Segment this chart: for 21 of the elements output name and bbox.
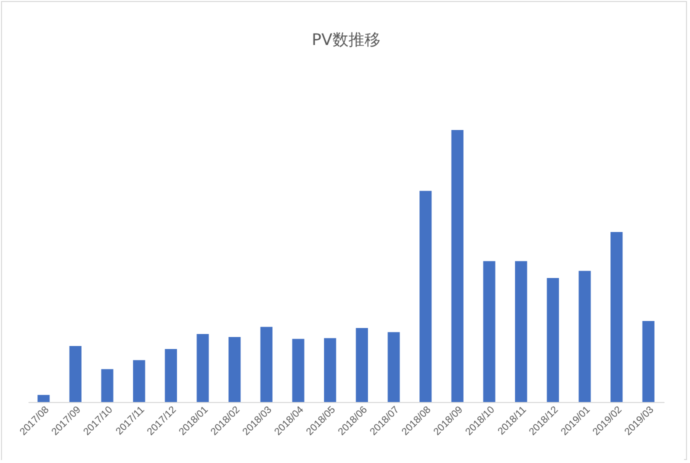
bar: [164, 348, 177, 402]
bar: [356, 328, 368, 402]
bar: [101, 369, 114, 402]
bar: [451, 130, 464, 402]
bar: [324, 338, 336, 402]
bar: [228, 336, 241, 402]
bar: [546, 278, 559, 402]
bar: [292, 338, 304, 402]
bar: [515, 261, 528, 402]
bar: [260, 326, 272, 402]
bar: [196, 334, 209, 402]
bar: [133, 360, 146, 402]
bar: [578, 270, 591, 402]
bar: [420, 190, 432, 402]
bar: [610, 232, 623, 402]
bar: [38, 394, 50, 402]
bar: [483, 261, 496, 402]
bar: [69, 346, 82, 402]
bar: [642, 320, 654, 402]
chart-title: PV数推移: [312, 30, 380, 49]
bar: [388, 332, 400, 402]
